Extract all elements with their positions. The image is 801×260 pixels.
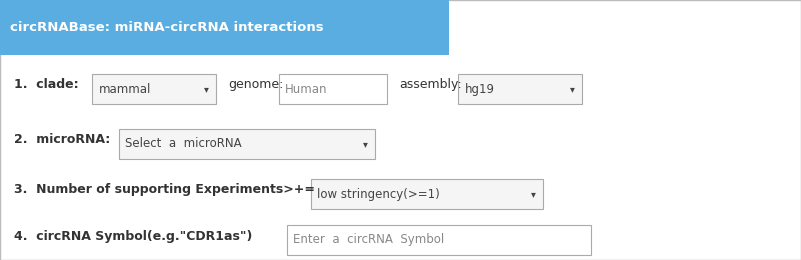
FancyBboxPatch shape	[92, 74, 216, 104]
Text: 2.  microRNA:: 2. microRNA:	[14, 133, 111, 146]
Text: mammal: mammal	[99, 83, 151, 96]
Text: Select  a  microRNA: Select a microRNA	[125, 137, 242, 150]
Text: circRNABase: miRNA-circRNA interactions: circRNABase: miRNA-circRNA interactions	[10, 21, 324, 34]
Text: Enter  a  circRNA  Symbol: Enter a circRNA Symbol	[293, 233, 445, 246]
Text: hg19: hg19	[465, 83, 494, 96]
Text: 4.  circRNA Symbol(e.g."CDR1as"): 4. circRNA Symbol(e.g."CDR1as")	[14, 230, 253, 243]
Text: Human: Human	[285, 83, 328, 96]
Text: 1.  clade:: 1. clade:	[14, 78, 79, 91]
Text: ▾: ▾	[363, 139, 368, 149]
Text: ▾: ▾	[204, 84, 209, 94]
FancyBboxPatch shape	[311, 179, 543, 209]
FancyBboxPatch shape	[287, 225, 591, 255]
FancyBboxPatch shape	[119, 129, 375, 159]
Text: low stringency(>=1): low stringency(>=1)	[317, 188, 440, 201]
Text: assembly:: assembly:	[399, 78, 461, 91]
Bar	[0, 0, 449, 55]
Text: 3.  Number of supporting Experiments>+=: 3. Number of supporting Experiments>+=	[14, 183, 316, 196]
FancyBboxPatch shape	[279, 74, 387, 104]
Text: genome:: genome:	[228, 78, 284, 91]
FancyBboxPatch shape	[458, 74, 582, 104]
Text: ▾: ▾	[531, 189, 536, 199]
Text: ▾: ▾	[570, 84, 575, 94]
